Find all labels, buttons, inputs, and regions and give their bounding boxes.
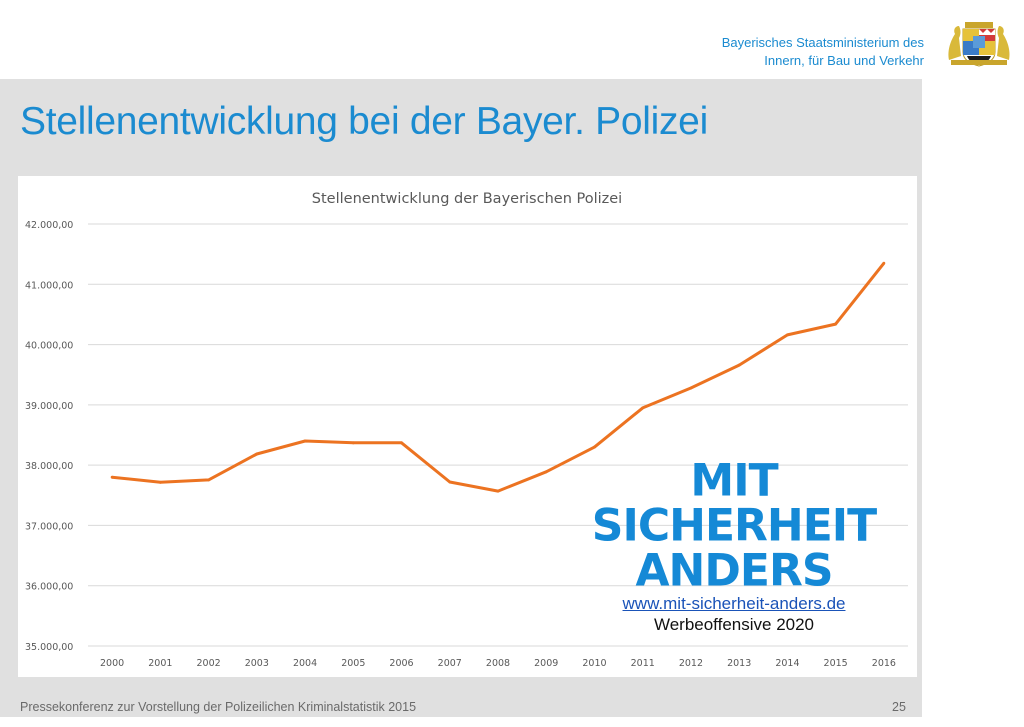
x-tick-label: 2014: [775, 658, 799, 669]
promo-subtitle: Werbeoffensive 2020: [653, 615, 815, 634]
x-tick-label: 2000: [100, 658, 124, 669]
data-point: [207, 478, 210, 482]
slide-footer: Pressekonferenz zur Vorstellung der Poli…: [20, 700, 417, 714]
x-tick-label: 2001: [148, 658, 172, 669]
x-axis-ticks: 2000 2001 2002 2003 2004 2005 2006 2007 2008 2009…: [100, 658, 896, 669]
promo-line-mit: MIT: [690, 454, 778, 507]
data-point: [641, 406, 645, 410]
x-tick-label: 2005: [341, 658, 365, 669]
x-tick-label: 2016: [872, 658, 896, 669]
y-tick-label: 35.000,00: [25, 642, 73, 653]
y-tick-label: 36.000,00: [25, 582, 73, 593]
data-point: [689, 386, 693, 390]
data-point: [255, 452, 259, 456]
data-point: [303, 439, 307, 443]
line-chart: Stellenentwicklung der Bayerischen Poliz…: [25, 191, 908, 669]
ministry-line-1: Bayerisches Staatsministerium des: [721, 35, 924, 50]
bavarian-coat-of-arms-icon: [948, 22, 1010, 67]
y-tick-label: 40.000,00: [25, 341, 73, 352]
x-tick-label: 2007: [438, 658, 462, 669]
data-point: [786, 333, 789, 337]
promo-url-link[interactable]: www.mit-sicherheit-anders.de: [622, 594, 846, 613]
y-tick-label: 37.000,00: [25, 521, 73, 532]
promo-line-sicherheit: SICHERHEIT: [591, 499, 877, 552]
data-point: [496, 489, 500, 493]
x-tick-label: 2010: [582, 658, 606, 669]
x-tick-label: 2003: [245, 658, 269, 669]
data-point: [834, 322, 838, 326]
data-point: [351, 441, 355, 445]
x-tick-label: 2013: [727, 658, 751, 669]
chart-title: Stellenentwicklung der Bayerischen Poliz…: [312, 191, 622, 207]
data-point: [593, 445, 596, 449]
slide-title: Stellenentwicklung bei der Bayer. Polize…: [20, 100, 708, 143]
data-point: [400, 441, 403, 445]
x-tick-label: 2011: [631, 658, 655, 669]
data-point: [544, 470, 548, 474]
x-tick-label: 2009: [534, 658, 558, 669]
x-tick-label: 2002: [196, 658, 220, 669]
data-point: [737, 363, 741, 367]
y-tick-label: 39.000,00: [25, 401, 73, 412]
data-point: [448, 480, 452, 484]
y-tick-label: 38.000,00: [25, 461, 73, 472]
data-point: [110, 475, 114, 479]
data-point: [158, 480, 162, 484]
x-tick-label: 2006: [389, 658, 413, 669]
x-tick-label: 2015: [824, 658, 848, 669]
y-axis-ticks: 35.000,00 36.000,00 37.000,00 38.000,00 39.0…: [25, 220, 73, 653]
x-tick-label: 2004: [293, 658, 317, 669]
slide-header: Bayerisches Staatsministerium des Innern…: [0, 0, 1024, 79]
x-tick-label: 2012: [679, 658, 703, 669]
ministry-line-2: Innern, für Bau und Verkehr: [764, 53, 924, 68]
chart-container: Stellenentwicklung der Bayerischen Poliz…: [18, 176, 917, 677]
ministry-name: Bayerisches Staatsministerium des Innern…: [722, 34, 924, 70]
x-tick-label: 2008: [486, 658, 510, 669]
data-point: [882, 261, 886, 265]
y-tick-label: 42.000,00: [25, 220, 73, 231]
promo-overlay: MIT SICHERHEIT ANDERS www.mit-sicherheit…: [578, 458, 890, 636]
page-number: 25: [892, 700, 906, 714]
series-layer: [110, 261, 886, 493]
y-tick-label: 41.000,00: [25, 280, 73, 291]
promo-line-anders: ANDERS: [635, 544, 833, 597]
